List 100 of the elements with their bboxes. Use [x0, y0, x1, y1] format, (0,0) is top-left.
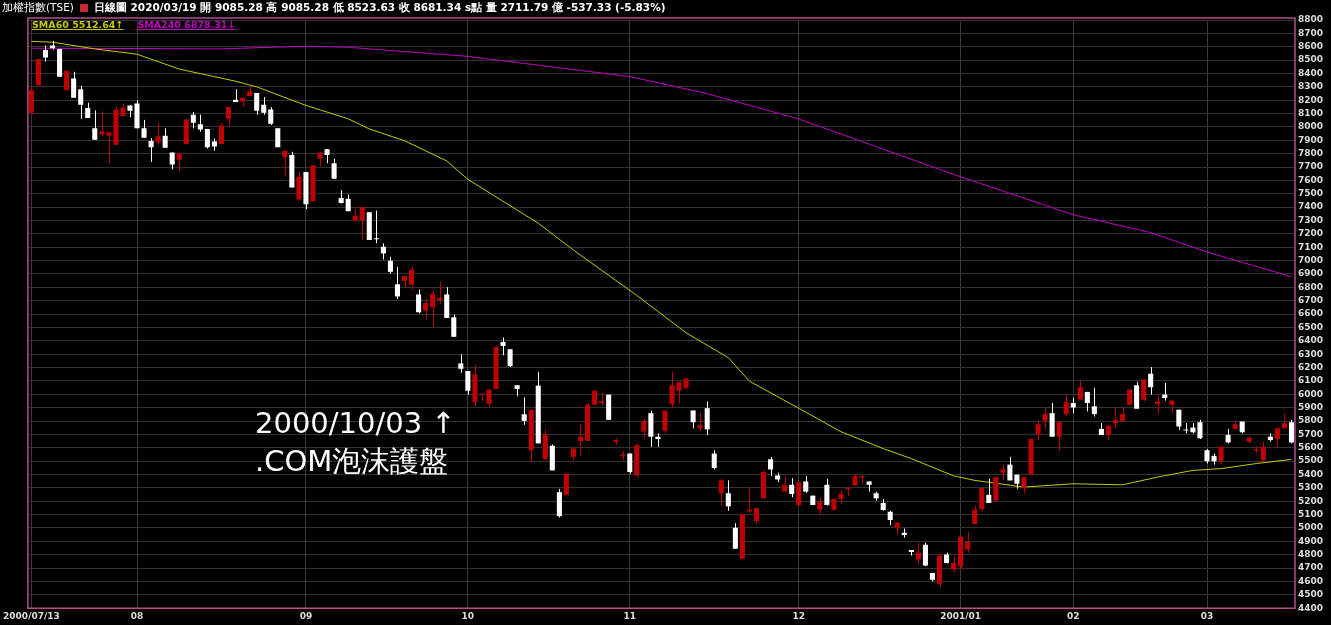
y-tick-label: 5300 — [1298, 482, 1324, 493]
y-tick-label: 6900 — [1298, 268, 1324, 279]
candlestick — [430, 289, 436, 328]
candlestick — [965, 531, 971, 554]
candlestick — [92, 109, 98, 141]
candlestick — [1091, 387, 1097, 417]
x-tick-label: 09 — [299, 610, 313, 621]
y-tick-label: 7500 — [1298, 188, 1324, 199]
y-tick-label: 7400 — [1298, 201, 1324, 212]
y-tick-label: 5400 — [1298, 468, 1324, 479]
y-tick-label: 5200 — [1298, 495, 1324, 506]
series-label: SMA60 5512.64↑ — [32, 19, 124, 30]
candlestick — [718, 478, 724, 507]
x-tick-label: 12 — [792, 610, 805, 621]
series-label: SMA240 6878.31↓ — [137, 19, 236, 30]
candlestick — [451, 314, 457, 338]
candlestick — [669, 371, 675, 409]
candlestick — [423, 298, 429, 321]
y-tick-label: 7100 — [1298, 241, 1324, 252]
y-tick-label: 6500 — [1298, 321, 1324, 332]
candlestick — [28, 86, 34, 114]
y-tick-label: 4500 — [1298, 589, 1324, 600]
y-tick-label: 6100 — [1298, 375, 1324, 386]
y-tick-label: 5700 — [1298, 428, 1324, 439]
candlestick — [915, 542, 921, 566]
y-tick-label: 5500 — [1298, 455, 1324, 466]
candlestick — [437, 281, 443, 305]
candlestick — [1077, 379, 1083, 401]
candlestick — [1155, 394, 1161, 415]
y-tick-label: 4600 — [1298, 575, 1324, 586]
candlestick — [577, 424, 584, 456]
x-tick-label: 2000/07/13 — [3, 610, 60, 621]
y-tick-label: 5100 — [1298, 508, 1324, 519]
y-tick-label: 7600 — [1298, 174, 1324, 185]
y-tick-label: 4800 — [1298, 549, 1324, 560]
candlestick — [1260, 441, 1266, 462]
candlestick — [1049, 402, 1055, 438]
candlestick — [155, 121, 161, 145]
candlestick — [986, 478, 992, 504]
x-tick-label: 11 — [623, 610, 637, 621]
candlestick — [732, 522, 738, 550]
candlestick — [296, 171, 302, 201]
y-tick-label: 7800 — [1298, 148, 1324, 159]
candlestick — [225, 106, 232, 127]
y-tick-label: 8800 — [1298, 14, 1324, 25]
x-tick-label: 02 — [1066, 610, 1080, 621]
y-tick-label: 6200 — [1298, 361, 1324, 372]
y-tick-label: 7300 — [1298, 214, 1324, 225]
candlestick — [1141, 378, 1147, 402]
y-tick-label: 8200 — [1298, 94, 1324, 105]
candlestick — [409, 266, 415, 291]
y-tick-label: 6700 — [1298, 295, 1324, 306]
y-tick-label: 7700 — [1298, 161, 1324, 172]
y-tick-label: 4700 — [1298, 562, 1324, 573]
x-tick-label: 03 — [1200, 610, 1214, 621]
candlestick — [1035, 420, 1041, 441]
candlestick — [725, 479, 731, 512]
candlestick — [704, 400, 710, 436]
candlestick — [824, 478, 830, 507]
y-tick-label: 8700 — [1298, 27, 1324, 38]
y-tick-label: 6800 — [1298, 281, 1324, 292]
y-tick-label: 8100 — [1298, 107, 1324, 118]
candlestick — [1274, 427, 1280, 449]
candlestick — [359, 206, 365, 240]
y-tick-label: 5800 — [1298, 415, 1324, 426]
candlestick — [768, 456, 774, 477]
candlestick — [78, 85, 84, 120]
candlestick — [331, 157, 337, 180]
candlestick — [1056, 421, 1062, 451]
annotation: .COM泡沫護盤 — [255, 443, 450, 480]
candlestick — [282, 150, 288, 178]
candlestick — [71, 71, 77, 99]
candlestick — [1042, 407, 1048, 431]
candlestick — [993, 476, 999, 502]
candlestick — [711, 449, 717, 470]
y-tick-label: 5000 — [1298, 522, 1324, 533]
candlestick — [458, 353, 464, 374]
y-tick-label: 5900 — [1298, 402, 1324, 413]
y-tick-label: 7200 — [1298, 228, 1324, 239]
y-tick-label: 7000 — [1298, 254, 1324, 265]
y-tick-label: 4400 — [1298, 602, 1324, 613]
x-tick-label: 2001/01 — [940, 610, 982, 621]
chart-subtitle: 日線圖 2020/03/19 開 9085.28 高 9085.28 低 8523.63 收 8681.34 s點 量 2711.79 億 -537.33 (-5.83%) — [93, 0, 666, 15]
candlestick — [373, 210, 379, 244]
annotation: 2000/10/03 ↑ — [255, 405, 456, 442]
x-tick-label: 08 — [130, 610, 144, 621]
candlestick — [394, 266, 400, 300]
candlestick — [641, 418, 647, 439]
candlestick — [465, 370, 471, 396]
y-tick-label: 6400 — [1298, 335, 1324, 346]
candlestick — [1288, 419, 1295, 444]
y-tick-label: 6600 — [1298, 308, 1324, 319]
candlestick — [796, 481, 802, 507]
candlestick — [1063, 394, 1069, 417]
y-tick-label: 7900 — [1298, 134, 1324, 145]
candlestick — [521, 396, 527, 426]
y-tick-label: 8000 — [1298, 121, 1324, 132]
x-tick-label: 10 — [461, 610, 475, 621]
candlestick — [648, 410, 654, 448]
candlestick — [789, 477, 795, 498]
